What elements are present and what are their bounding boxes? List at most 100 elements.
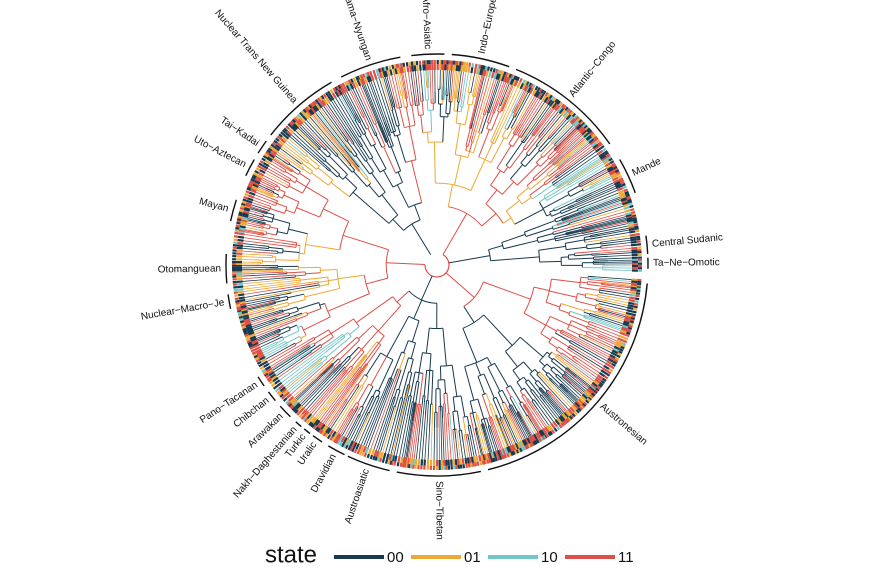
clade-label: Afro−Asiatic — [420, 0, 433, 49]
tip-state — [628, 222, 634, 223]
tip-state — [417, 65, 418, 71]
branch — [357, 134, 359, 137]
tip-state — [488, 453, 490, 459]
branch — [321, 356, 325, 359]
branch — [466, 146, 467, 150]
branch — [587, 243, 601, 245]
tip-state — [601, 146, 604, 148]
branch — [294, 202, 299, 213]
branch — [418, 71, 420, 91]
branch — [379, 192, 385, 197]
branch — [555, 219, 556, 222]
branch — [242, 269, 265, 270]
branch — [432, 70, 433, 98]
branch — [329, 180, 333, 185]
branch — [405, 107, 408, 108]
branch — [303, 169, 310, 174]
tip-state — [464, 66, 465, 72]
tip-state — [376, 457, 377, 461]
tip-state — [397, 64, 398, 68]
legend-label: 00 — [387, 549, 404, 566]
branch — [423, 132, 432, 133]
branch — [524, 287, 534, 313]
branch — [478, 376, 485, 394]
tip-state — [635, 228, 639, 229]
branch — [588, 276, 595, 277]
branch — [394, 107, 399, 126]
tip-state — [330, 437, 332, 440]
tip-state — [343, 83, 345, 87]
tip-state — [363, 74, 364, 78]
branch — [373, 325, 385, 335]
tip-state — [234, 295, 238, 296]
branch — [432, 404, 433, 424]
branch — [522, 197, 531, 204]
branch — [502, 402, 505, 403]
branch — [479, 157, 491, 163]
tip-state — [234, 236, 238, 237]
tip-state — [463, 458, 464, 464]
branch — [426, 70, 427, 80]
clade-arc — [231, 200, 237, 221]
branch — [520, 337, 543, 357]
tip-state — [630, 292, 636, 293]
branch — [412, 105, 415, 125]
tip-state — [483, 461, 484, 465]
tip-state — [238, 216, 242, 217]
tip-state — [403, 463, 404, 467]
tip-state — [251, 350, 255, 352]
branch — [389, 215, 398, 223]
branch — [400, 108, 405, 128]
branch — [320, 200, 329, 217]
clade-arc — [258, 141, 266, 153]
branch — [598, 337, 602, 339]
branch — [533, 124, 541, 135]
tip-state — [401, 463, 402, 467]
tip-state — [629, 298, 635, 299]
branch — [509, 134, 515, 144]
branch — [257, 333, 274, 340]
tip-state — [395, 68, 396, 74]
tip-state — [631, 284, 637, 285]
branch — [539, 202, 546, 216]
branch — [606, 339, 616, 343]
branch — [328, 279, 338, 280]
branch — [524, 377, 527, 381]
tip-state — [297, 412, 300, 415]
branch — [478, 374, 484, 376]
tip-state — [358, 450, 360, 454]
branch — [566, 376, 584, 392]
tip-state — [484, 70, 485, 76]
tip-state — [419, 459, 420, 465]
branch — [288, 292, 291, 293]
tip-state — [240, 304, 246, 305]
branch — [263, 216, 273, 219]
tip-state — [368, 72, 369, 76]
tip-state — [618, 176, 622, 178]
branch — [246, 227, 259, 230]
branch — [271, 299, 279, 301]
tip-state — [237, 284, 243, 285]
branch — [288, 229, 307, 234]
branch — [360, 408, 364, 415]
tip-state — [491, 67, 492, 71]
tip-state — [238, 289, 244, 290]
branch — [498, 392, 503, 402]
branch — [517, 197, 522, 204]
branch — [289, 325, 296, 328]
branch — [568, 186, 580, 193]
branch — [463, 328, 477, 362]
branch — [445, 404, 446, 413]
branch — [585, 297, 596, 299]
branch — [499, 89, 521, 135]
tip-state — [300, 414, 303, 417]
tip-state — [468, 458, 469, 464]
tip-state — [628, 305, 634, 306]
tip-state — [366, 447, 368, 453]
branch — [595, 308, 598, 309]
tip-state — [262, 158, 265, 160]
branch — [285, 293, 291, 294]
tip-state — [328, 435, 330, 438]
tip-state — [401, 457, 402, 463]
branch — [367, 345, 381, 364]
